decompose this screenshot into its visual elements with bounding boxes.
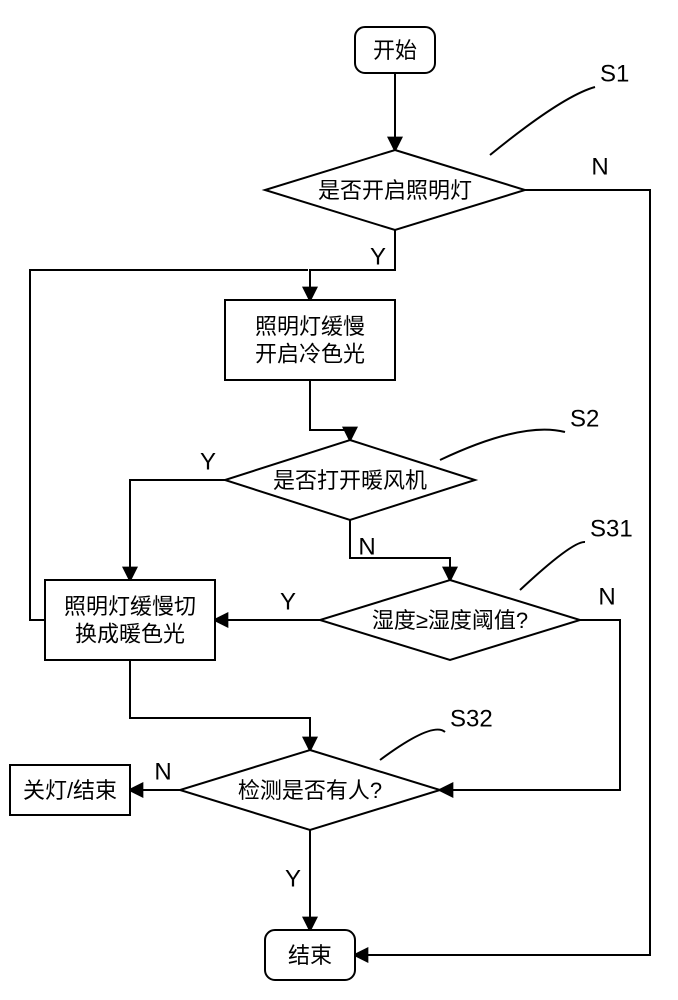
edge [130, 660, 310, 750]
label: 是否打开暖风机 [273, 468, 427, 493]
leader-line [520, 542, 585, 590]
leader-line [440, 430, 565, 460]
label: N [358, 533, 375, 560]
label: 开始 [373, 38, 417, 63]
label: 照明灯缓慢切 [64, 594, 196, 619]
step-label: S32 [450, 705, 493, 732]
label: 结束 [288, 943, 332, 968]
step-label: S1 [600, 60, 629, 87]
label: N [598, 583, 615, 610]
leader-line [490, 87, 595, 155]
label: Y [280, 588, 296, 615]
label: 换成暖色光 [75, 622, 185, 647]
label: 照明灯缓慢 [255, 314, 365, 339]
step-label: S2 [570, 405, 599, 432]
edge [310, 380, 350, 440]
step-label: S31 [590, 515, 633, 542]
label: 检测是否有人? [238, 778, 382, 803]
label: 湿度≥湿度阈值? [372, 608, 528, 633]
edge [130, 480, 225, 580]
label: Y [370, 243, 386, 270]
label: N [591, 153, 608, 180]
label: Y [200, 448, 216, 475]
leader-line [380, 730, 445, 760]
node-p2 [45, 580, 215, 660]
label: 开启冷色光 [255, 342, 365, 367]
label: 关灯/结束 [23, 778, 117, 803]
label: Y [285, 865, 301, 892]
node-p1 [225, 300, 395, 380]
edge [355, 190, 650, 955]
label: N [154, 758, 171, 785]
label: 是否开启照明灯 [318, 178, 472, 203]
